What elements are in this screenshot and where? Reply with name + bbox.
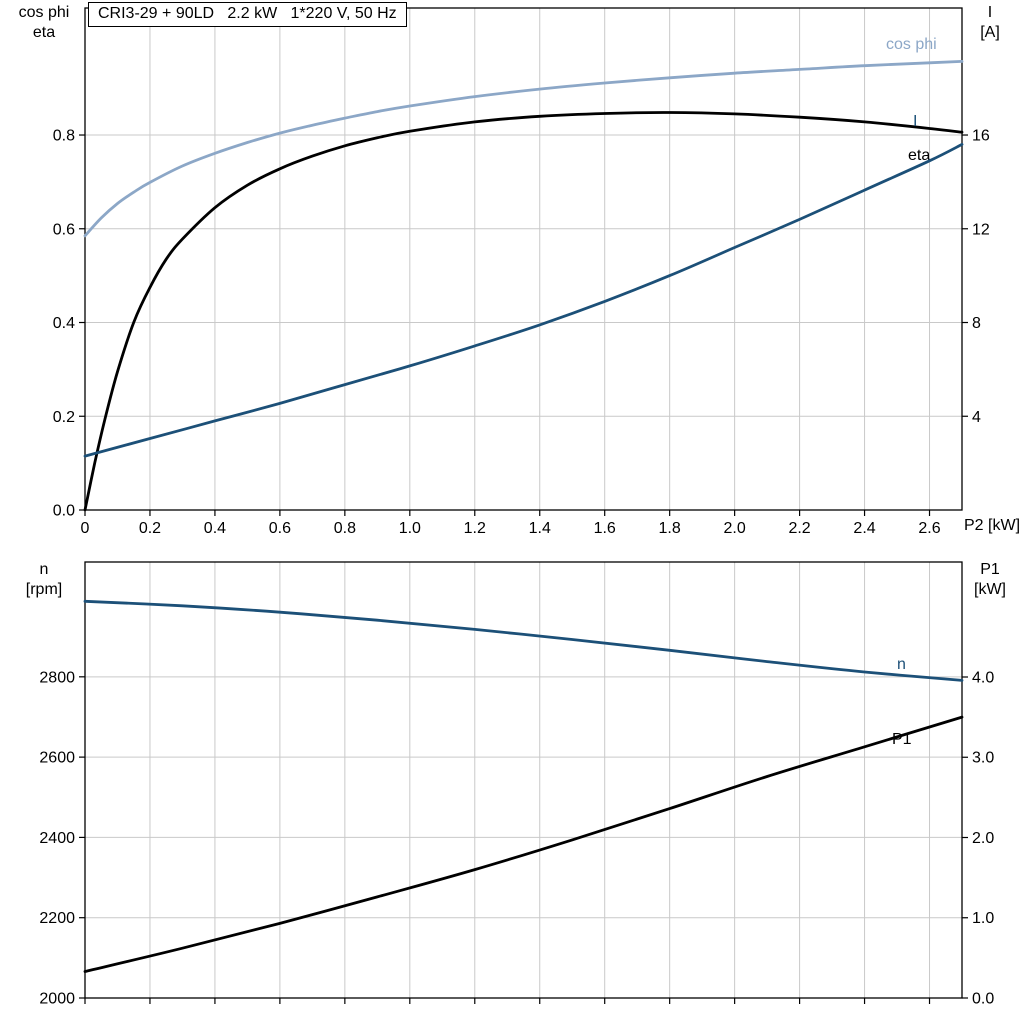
y-right-tick-label: 2.0 xyxy=(972,830,994,847)
x-tick-label: 2.4 xyxy=(853,520,875,537)
y-left-tick-label: 2600 xyxy=(39,750,75,767)
y-right-tick-label: 12 xyxy=(972,221,990,238)
curve-cos-phi xyxy=(83,60,964,238)
y-right-tick-label: 3.0 xyxy=(972,750,994,767)
y-left-tick-label: 0.4 xyxy=(53,315,75,332)
y-left-tick-label: 2200 xyxy=(39,910,75,927)
x-tick-label: 1.0 xyxy=(399,520,421,537)
x-tick-label: 0 xyxy=(81,520,90,537)
y-left-tick-label: 2000 xyxy=(39,991,75,1008)
y-left-tick-label: 0.6 xyxy=(53,221,75,238)
y-right-tick-label: 16 xyxy=(972,128,990,145)
x-tick-label: 1.8 xyxy=(659,520,681,537)
bottom-left-axis-title: n [rpm] xyxy=(6,560,82,600)
x-tick-label: 2.6 xyxy=(918,520,940,537)
x-tick-label: 1.4 xyxy=(529,520,551,537)
x-tick-label: 0.6 xyxy=(269,520,291,537)
x-tick-label: 0.4 xyxy=(204,520,226,537)
axis-title-speed-unit: [rpm] xyxy=(25,581,63,598)
curve-label-p1: P1 xyxy=(892,731,912,748)
curve-n xyxy=(83,599,964,682)
pump-title-box: CRI3-29 + 90LD 2.2 kW 1*220 V, 50 Hz xyxy=(88,2,407,27)
y-right-tick-label: 8 xyxy=(972,315,981,332)
bottom-chart-frame xyxy=(84,561,963,999)
bottom-right-axis-title: P1 [kW] xyxy=(962,560,1018,600)
curve-label-i: I xyxy=(913,113,917,130)
axis-title-cos-phi: cos phi xyxy=(18,4,70,21)
axis-title-current: I xyxy=(987,4,993,21)
curve-label-cos-phi: cos phi xyxy=(886,36,937,53)
x-tick-label: 1.2 xyxy=(464,520,486,537)
y-left-tick-label: 2800 xyxy=(39,669,75,686)
top-left-axis-title: cos phi eta xyxy=(6,3,82,43)
y-right-tick-label: 0.0 xyxy=(972,991,994,1008)
x-tick-label: 0.8 xyxy=(334,520,356,537)
y-left-tick-label: 2400 xyxy=(39,830,75,847)
axis-title-p1: P1 xyxy=(980,561,1000,578)
axis-title-eta: eta xyxy=(32,24,56,41)
x-tick-label: 1.6 xyxy=(594,520,616,537)
x-tick-label: 2.2 xyxy=(788,520,810,537)
curve-p1 xyxy=(83,715,964,973)
y-right-tick-label: 4 xyxy=(972,409,981,426)
y-left-tick-label: 0.0 xyxy=(53,503,75,520)
y-left-tick-label: 0.2 xyxy=(53,409,75,426)
x-tick-label: 0.2 xyxy=(139,520,161,537)
curve-label-eta: eta xyxy=(908,147,930,164)
axis-title-current-unit: [A] xyxy=(980,24,1000,41)
y-right-tick-label: 4.0 xyxy=(972,669,994,686)
top-right-axis-title: I [A] xyxy=(968,3,1012,43)
y-left-tick-label: 0.8 xyxy=(53,128,75,145)
y-right-tick-label: 1.0 xyxy=(972,910,994,927)
x-axis-title-p2: P2 [kW] xyxy=(964,517,1021,534)
x-tick-label: 2.0 xyxy=(724,520,746,537)
curve-eta xyxy=(83,111,964,512)
top-chart-frame xyxy=(84,7,963,511)
axis-title-p1-unit: [kW] xyxy=(974,581,1006,598)
axis-title-speed: n xyxy=(39,561,49,578)
curve-i xyxy=(83,143,964,458)
curve-label-n: n xyxy=(897,656,906,673)
